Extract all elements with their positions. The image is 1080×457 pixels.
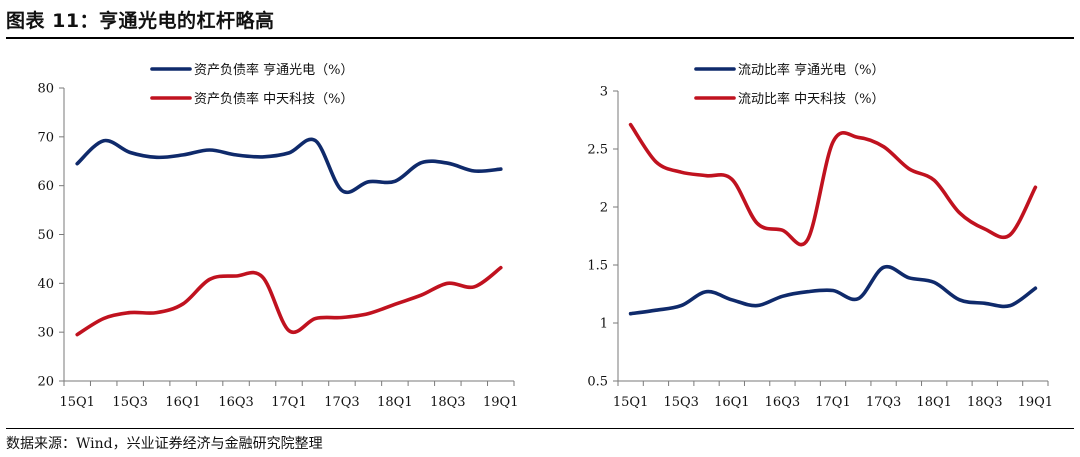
x-tick-label: 19Q1 bbox=[1018, 395, 1053, 410]
x-tick-label: 18Q1 bbox=[916, 395, 951, 410]
y-tick-label: 20 bbox=[37, 375, 54, 390]
y-tick-label: 30 bbox=[37, 326, 54, 341]
y-tick-label: 60 bbox=[37, 179, 54, 194]
legend-label: 流动比率 中天科技（%） bbox=[738, 91, 885, 107]
x-tick-label: 15Q1 bbox=[59, 395, 94, 410]
x-tick-label: 18Q3 bbox=[967, 395, 1002, 410]
legend-label: 资产负债率 中天科技（%） bbox=[194, 91, 354, 107]
y-tick-label: 1 bbox=[600, 317, 608, 332]
series-line-zhongtian bbox=[628, 122, 1038, 247]
x-tick-label: 16Q3 bbox=[765, 395, 800, 410]
x-tick-label: 17Q3 bbox=[866, 395, 901, 410]
x-tick-label: 18Q1 bbox=[377, 395, 412, 410]
x-tick-label: 18Q3 bbox=[430, 395, 465, 410]
y-tick-label: 70 bbox=[37, 130, 54, 145]
series-line-hengtong bbox=[628, 264, 1038, 316]
leverage-ratio-chart: 20 30 40 50 60 70 80 15Q1 15Q3 16Q1 16Q3 17Q1 17Q3 18… bbox=[37, 62, 518, 410]
y-tick-label: 80 bbox=[37, 82, 54, 97]
source-note: 数据来源：Wind，兴业证券经济与金融研究院整理 bbox=[6, 436, 323, 452]
x-tick-label: 15Q1 bbox=[613, 395, 648, 410]
x-tick-label: 15Q3 bbox=[663, 395, 698, 410]
x-tick-label: 16Q1 bbox=[165, 395, 200, 410]
y-tick-label: 0.5 bbox=[587, 375, 608, 390]
source-divider bbox=[6, 428, 1074, 429]
y-tick-label: 50 bbox=[37, 228, 54, 243]
x-tick-label: 15Q3 bbox=[112, 395, 147, 410]
series-line-hengtong bbox=[75, 137, 503, 195]
current-ratio-chart: 0.5 1 1.5 2 2.5 3 15Q1 15Q3 16Q1 16Q3 17Q1 17Q3 18Q1… bbox=[587, 62, 1053, 410]
y-tick-label: 3 bbox=[600, 85, 608, 100]
x-tick-label: 17Q1 bbox=[815, 395, 850, 410]
y-tick-label: 2.5 bbox=[587, 143, 608, 158]
x-tick-label: 17Q1 bbox=[271, 395, 306, 410]
y-tick-label: 40 bbox=[37, 277, 54, 292]
x-tick-label: 19Q1 bbox=[483, 395, 518, 410]
legend-label: 资产负债率 亨通光电（%） bbox=[194, 62, 354, 78]
y-tick-label: 1.5 bbox=[587, 259, 608, 274]
chart-title: 图表 11：亨通光电的杠杆略高 bbox=[6, 10, 275, 32]
series-line-zhongtian bbox=[75, 265, 503, 337]
x-tick-label: 17Q3 bbox=[324, 395, 359, 410]
title-divider bbox=[6, 37, 1074, 39]
x-tick-label: 16Q1 bbox=[714, 395, 749, 410]
x-tick-label: 16Q3 bbox=[218, 395, 253, 410]
y-tick-label: 2 bbox=[600, 201, 608, 216]
legend-label: 流动比率 亨通光电（%） bbox=[738, 62, 885, 78]
